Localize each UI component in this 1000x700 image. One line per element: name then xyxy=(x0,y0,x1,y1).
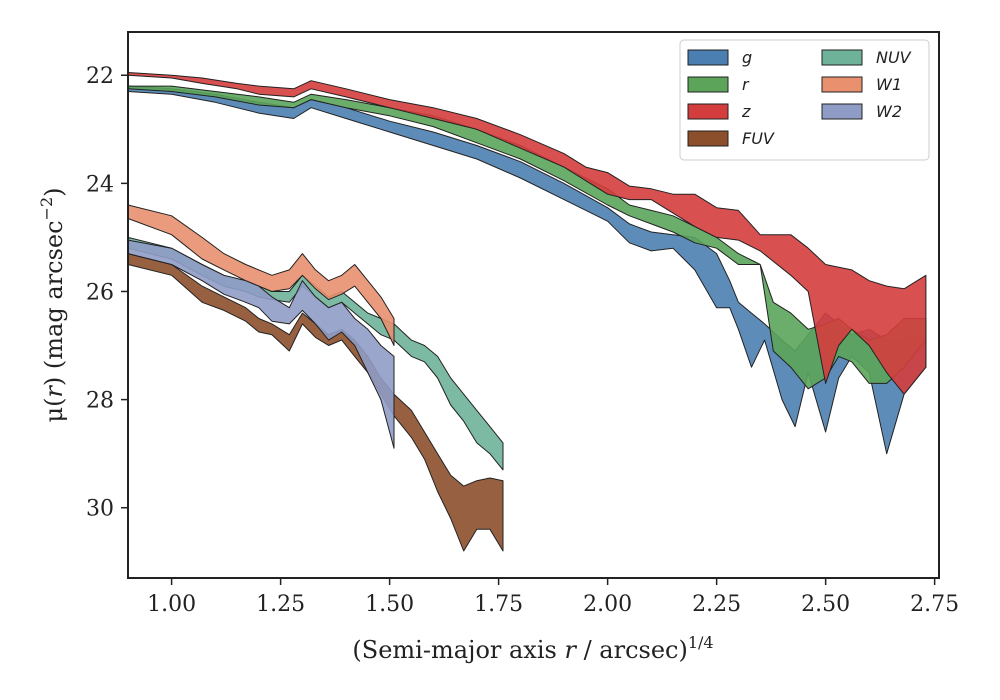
legend-swatch-W2 xyxy=(821,103,863,120)
legend-label-z: z xyxy=(741,102,751,121)
plot-frame xyxy=(127,31,940,579)
band-z xyxy=(127,72,927,395)
x-tick-label: 2.00 xyxy=(583,592,632,617)
y-tick-label: 26 xyxy=(86,280,114,305)
band-FUV xyxy=(127,253,504,552)
legend-swatch-NUV xyxy=(821,49,863,66)
x-tick-label: 2.75 xyxy=(910,592,959,617)
legend-label-FUV: FUV xyxy=(742,129,775,148)
y-tick-label: 30 xyxy=(86,497,114,522)
legend-label-g: g xyxy=(742,48,752,67)
legend-swatch-z xyxy=(687,103,729,120)
legend: g NUV r W1 z W2 FUV xyxy=(679,39,930,161)
legend-label-r: r xyxy=(742,75,750,94)
x-tick-label: 2.25 xyxy=(692,592,741,617)
legend-swatch-FUV xyxy=(687,130,729,147)
legend-label-W2: W2 xyxy=(876,102,902,121)
y-tick-label: 24 xyxy=(86,172,114,197)
x-tick-label: 2.50 xyxy=(801,592,850,617)
x-tick-label: 1.00 xyxy=(147,592,196,617)
legend-swatch-g xyxy=(687,49,729,66)
x-tick-label: 1.75 xyxy=(474,592,523,617)
legend-label-W1: W1 xyxy=(876,75,902,94)
y-axis-title: μ(r) (mag arcsec−2) xyxy=(37,187,68,422)
legend-label-NUV: NUV xyxy=(876,48,912,67)
x-tick-label: 1.50 xyxy=(365,592,414,617)
legend-swatch-r xyxy=(687,76,729,93)
legend-swatch-W1 xyxy=(821,76,863,93)
band-W2 xyxy=(127,239,395,449)
data-bands xyxy=(127,72,927,552)
legend-box xyxy=(679,39,930,161)
x-axis-title: (Semi-major axis r / arcsec)1/4 xyxy=(352,633,713,664)
x-axis: 1.00 1.25 1.50 1.75 2.00 2.25 2.50 2.75 xyxy=(147,578,959,617)
x-tick-label: 1.25 xyxy=(256,592,305,617)
y-tick-label: 22 xyxy=(86,64,114,89)
y-axis: 22 24 26 28 30 xyxy=(86,64,128,522)
y-tick-label: 28 xyxy=(86,389,114,414)
